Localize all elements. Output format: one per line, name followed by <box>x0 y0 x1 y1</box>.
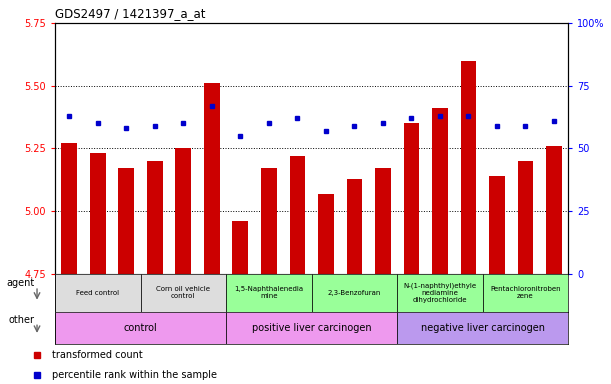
Bar <box>226 312 397 344</box>
Bar <box>141 274 226 312</box>
Bar <box>55 274 141 312</box>
Bar <box>397 312 568 344</box>
Bar <box>461 61 477 274</box>
Bar <box>204 83 219 274</box>
Text: other: other <box>9 315 34 325</box>
Text: Corn oil vehicle
control: Corn oil vehicle control <box>156 286 210 300</box>
Bar <box>290 156 306 274</box>
Text: control: control <box>123 323 158 333</box>
Text: Pentachloronitroben
zene: Pentachloronitroben zene <box>490 286 561 300</box>
Text: 1,5-Naphthalenedia
mine: 1,5-Naphthalenedia mine <box>234 286 304 300</box>
Bar <box>312 274 397 312</box>
Bar <box>261 169 277 274</box>
Text: positive liver carcinogen: positive liver carcinogen <box>252 323 371 333</box>
Text: 2,3-Benzofuran: 2,3-Benzofuran <box>327 290 381 296</box>
Bar <box>119 169 134 274</box>
Text: transformed count: transformed count <box>52 350 143 360</box>
Bar <box>403 123 419 274</box>
Bar <box>546 146 562 274</box>
Bar <box>226 274 312 312</box>
Text: Feed control: Feed control <box>76 290 119 296</box>
Bar <box>61 143 77 274</box>
Bar <box>232 221 248 274</box>
Bar <box>483 274 568 312</box>
Bar <box>147 161 163 274</box>
Bar <box>397 274 483 312</box>
Bar <box>432 108 448 274</box>
Bar <box>90 154 106 274</box>
Bar <box>55 312 226 344</box>
Text: N-(1-naphthyl)ethyle
nediamine
dihydrochloride: N-(1-naphthyl)ethyle nediamine dihydroch… <box>403 283 477 303</box>
Text: GDS2497 / 1421397_a_at: GDS2497 / 1421397_a_at <box>55 7 205 20</box>
Text: negative liver carcinogen: negative liver carcinogen <box>421 323 544 333</box>
Bar <box>489 176 505 274</box>
Bar <box>175 148 191 274</box>
Text: percentile rank within the sample: percentile rank within the sample <box>52 370 217 380</box>
Bar <box>375 169 391 274</box>
Text: agent: agent <box>6 278 34 288</box>
Bar <box>318 194 334 274</box>
Bar <box>518 161 533 274</box>
Bar <box>346 179 362 274</box>
